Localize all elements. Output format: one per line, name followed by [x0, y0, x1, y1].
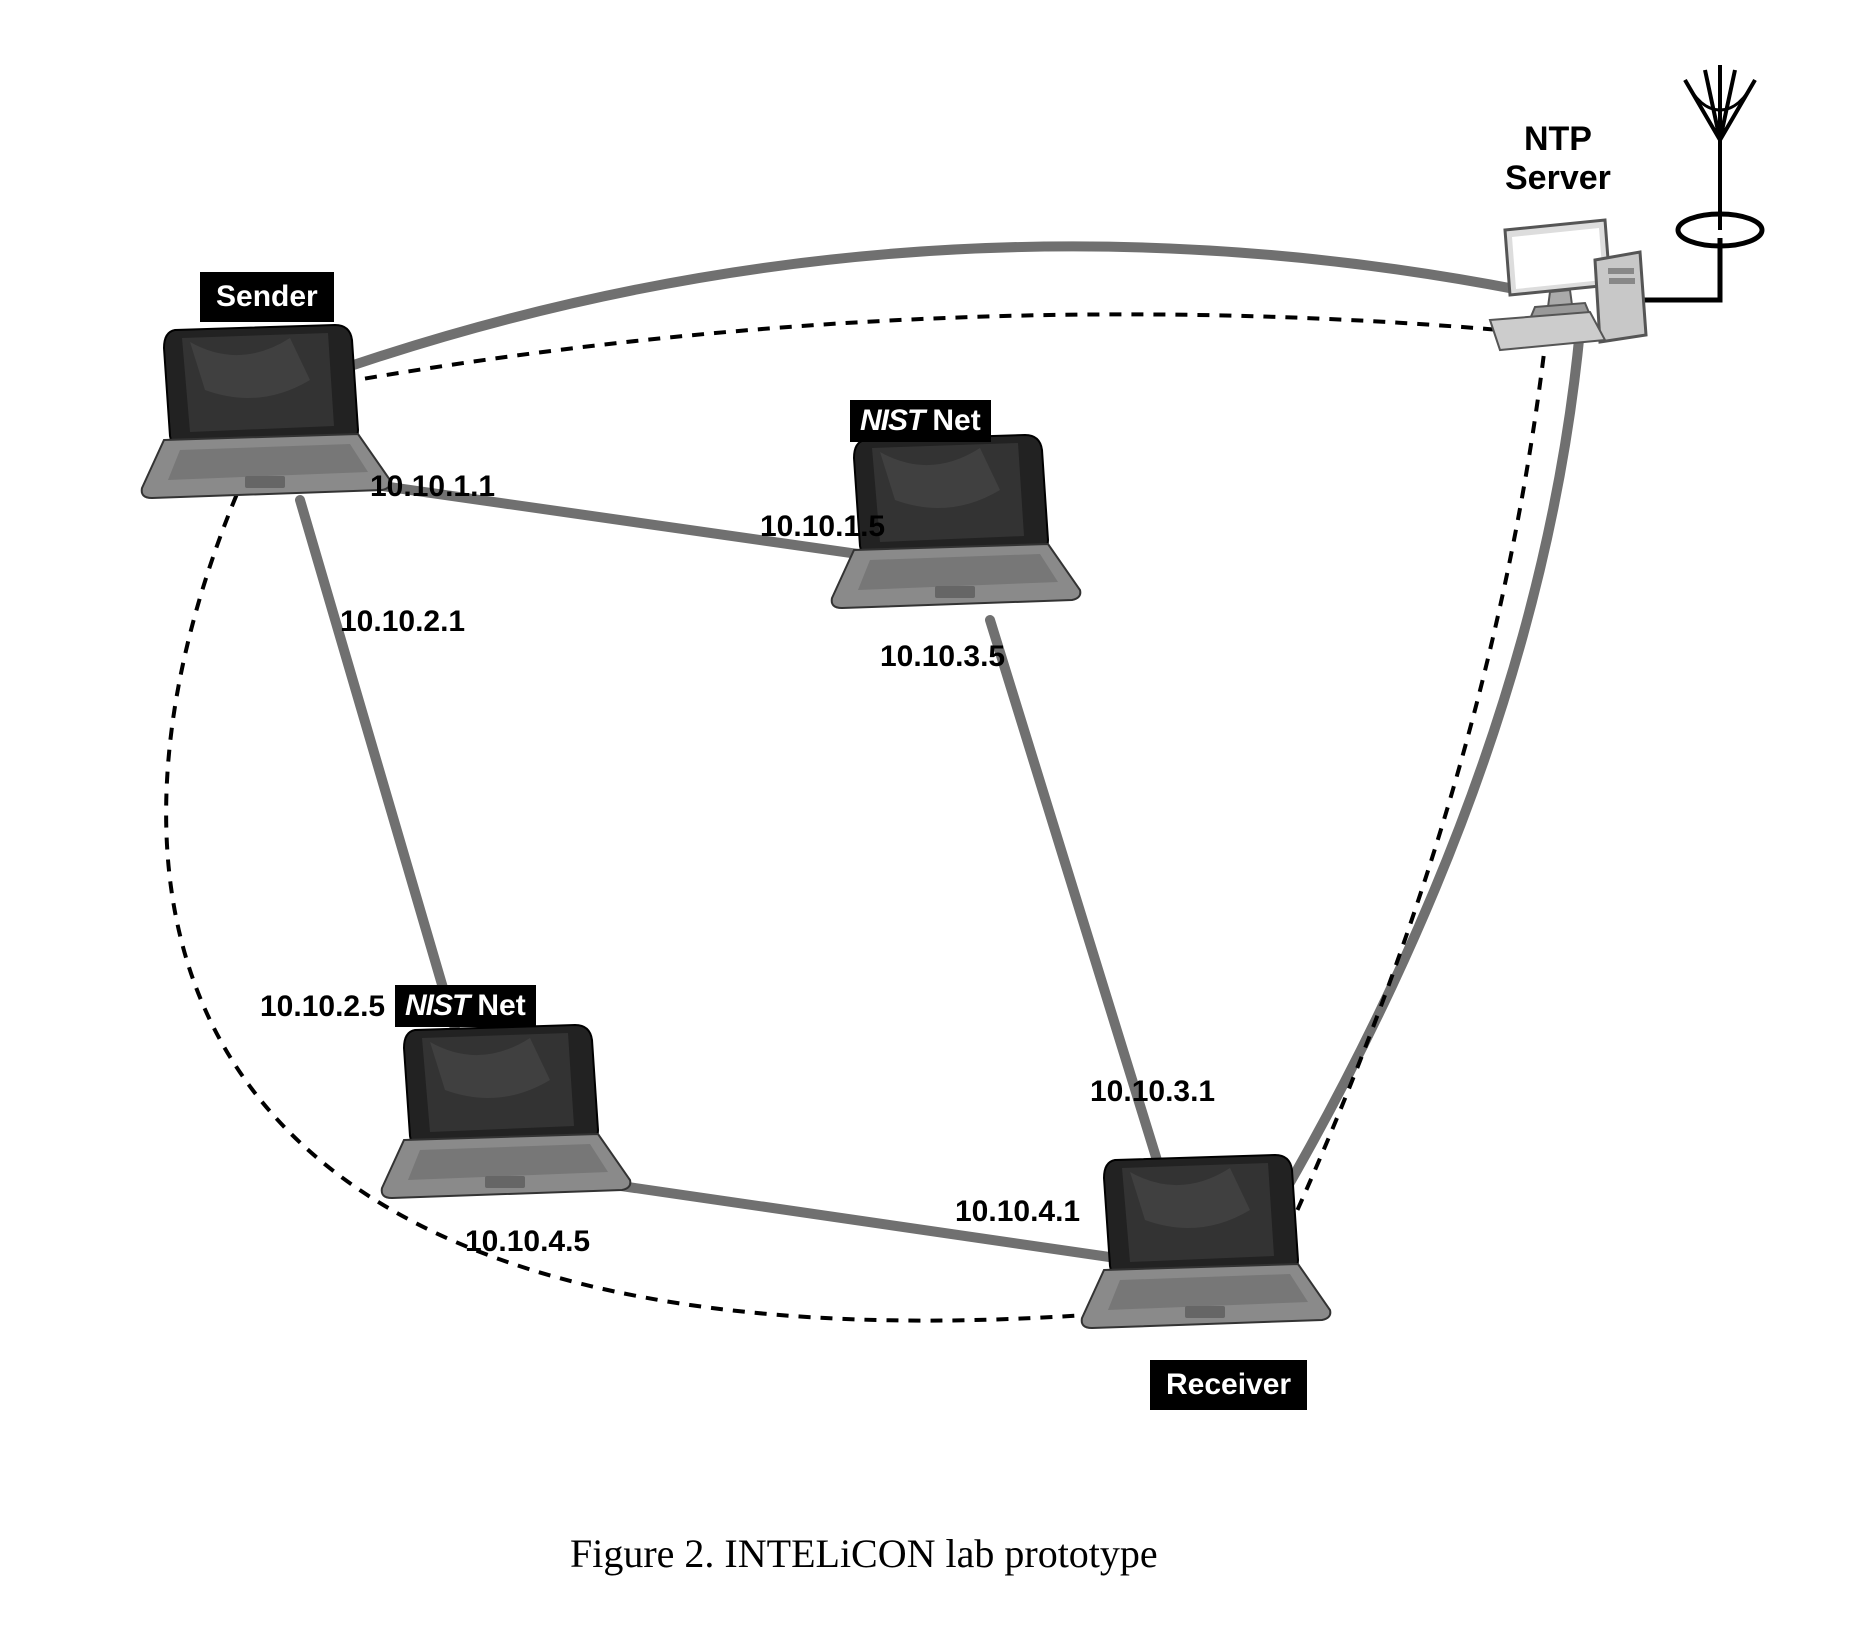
edge-sender-ntp [310, 246, 1520, 380]
nist1-text: Net [932, 404, 980, 438]
ntp-server-icon [1490, 220, 1646, 350]
dash-receiver-ntp [1270, 345, 1545, 1270]
antenna-icon [1678, 65, 1762, 246]
ntp-label: NTP Server [1505, 120, 1611, 198]
ip-nist2-top: 10.10.2.5 [260, 990, 385, 1024]
nist2-label: NIST Net [395, 985, 536, 1027]
receiver-laptop-icon [1082, 1155, 1331, 1328]
receiver-label: Receiver [1150, 1360, 1307, 1410]
figure-caption: Figure 2. INTELiCON lab prototype [570, 1530, 1158, 1577]
ip-sender-top: 10.10.1.1 [370, 470, 495, 504]
ip-nist1-bot: 10.10.3.5 [880, 640, 1005, 674]
nist2-text: Net [477, 989, 525, 1023]
ip-sender-bot: 10.10.2.1 [340, 605, 465, 639]
nist2-logo: NIST [405, 989, 469, 1023]
ip-recv-top: 10.10.3.1 [1090, 1075, 1215, 1109]
ntp-label-line1: NTP [1524, 120, 1592, 158]
ntp-label-line2: Server [1505, 159, 1611, 197]
nist1-logo: NIST [860, 404, 924, 438]
nist2-laptop-icon [382, 1025, 631, 1198]
ip-recv-left: 10.10.4.1 [955, 1195, 1080, 1229]
ip-nist2-bot: 10.10.4.5 [465, 1225, 590, 1259]
sender-label: Sender [200, 272, 334, 322]
sender-laptop-icon [142, 325, 391, 498]
nist1-label: NIST Net [850, 400, 991, 442]
ip-nist1-left: 10.10.1.5 [760, 510, 885, 544]
edge-receiver-ntp [1280, 330, 1580, 1200]
